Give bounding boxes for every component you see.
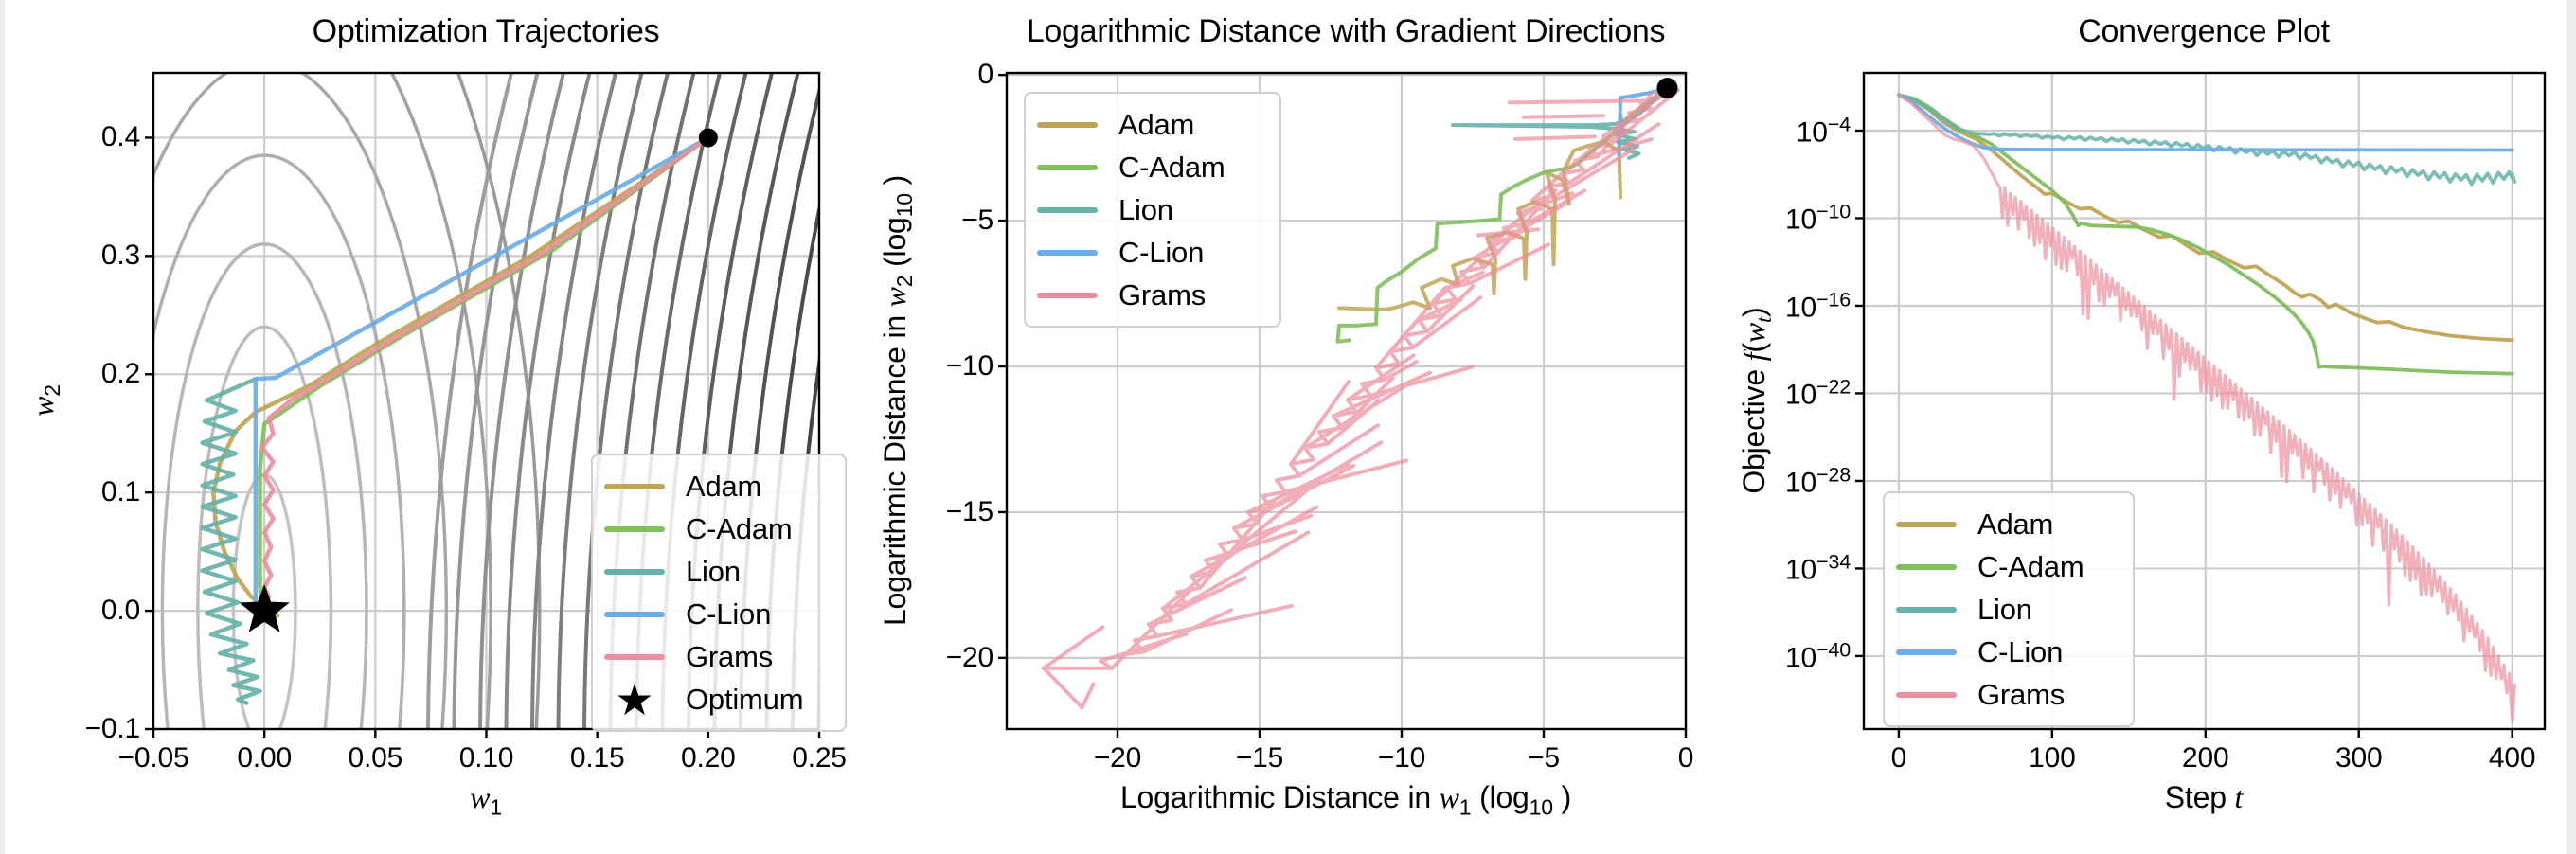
series-adam	[1897, 93, 2514, 343]
series-c-adam	[1335, 86, 1670, 344]
series-c-lion	[1617, 86, 1670, 157]
axes-spines	[1862, 71, 2547, 731]
optimum-star	[239, 584, 290, 632]
axes-spines	[1005, 71, 1688, 731]
series-c-adam	[1897, 93, 2514, 376]
series-lion	[200, 377, 262, 705]
gridlines	[152, 73, 821, 731]
window-edge-right	[2567, 0, 2576, 854]
tick-marks	[998, 73, 1688, 738]
contour-lines	[153, 73, 819, 729]
series-grams	[1042, 87, 1681, 710]
start-point	[1656, 78, 1678, 99]
gridlines	[1864, 73, 2545, 729]
tick-marks	[1855, 129, 2513, 738]
window-edge-left	[0, 0, 5, 854]
series-grams	[1897, 93, 2516, 723]
start-point	[698, 128, 718, 148]
